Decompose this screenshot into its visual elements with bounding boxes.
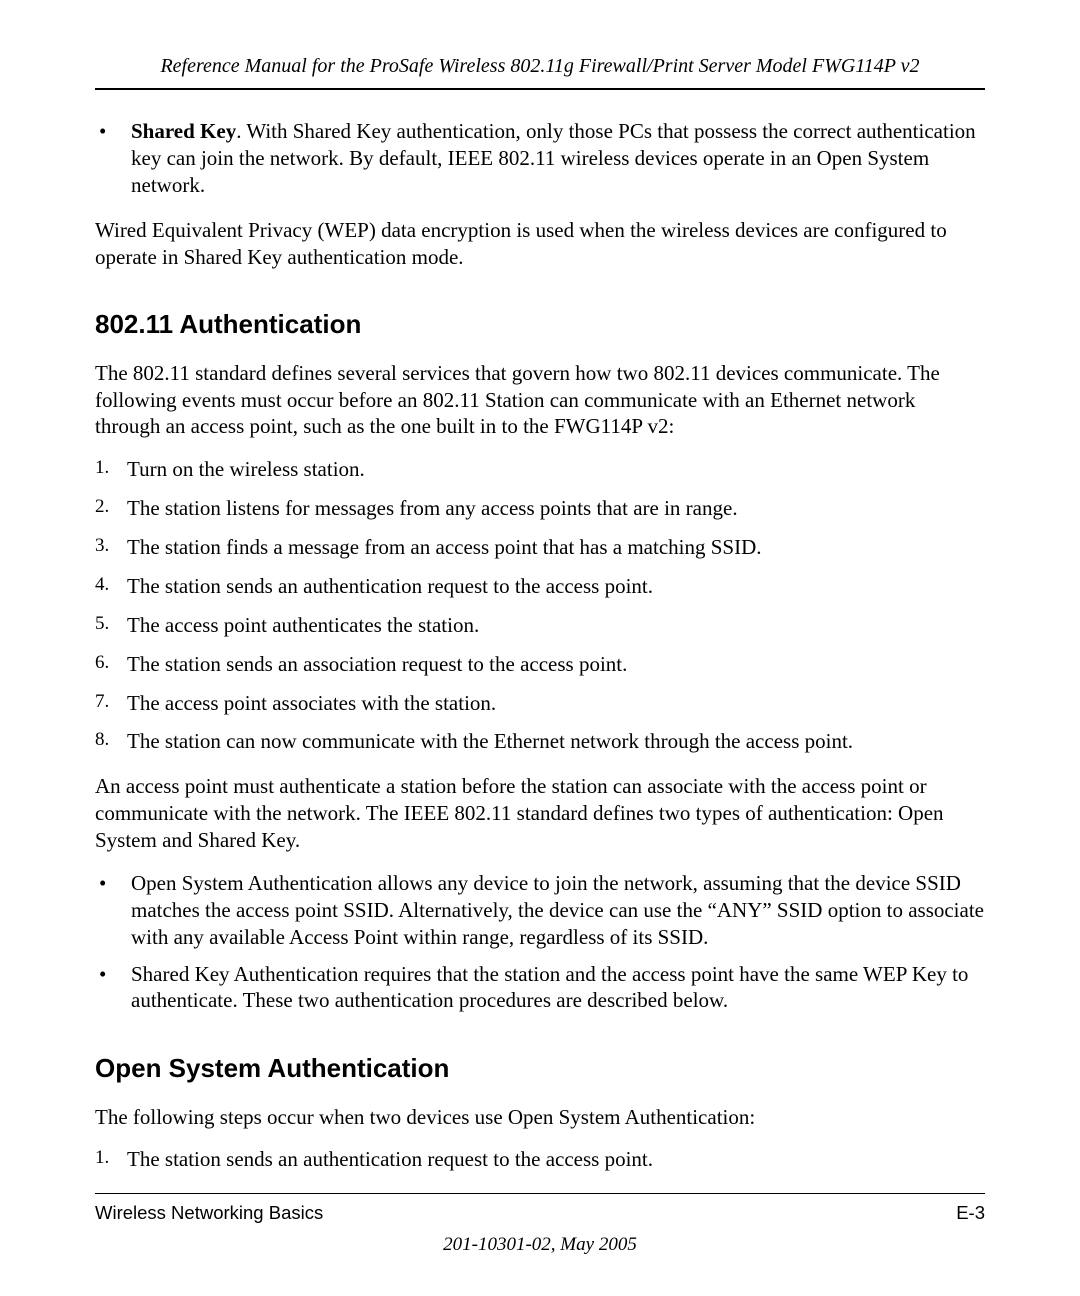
list-item: 3.The station finds a message from an ac…: [95, 534, 985, 561]
footer-left: Wireless Networking Basics: [95, 1202, 323, 1224]
running-head: Reference Manual for the ProSafe Wireles…: [95, 55, 985, 78]
bullet-text: Shared Key Authentication requires that …: [131, 961, 985, 1015]
header-rule: [95, 88, 985, 90]
step-text: The station sends an authentication requ…: [127, 573, 985, 600]
list-item: 4.The station sends an authentication re…: [95, 573, 985, 600]
list-item: 6.The station sends an association reque…: [95, 651, 985, 678]
list-number: 1.: [95, 1146, 127, 1173]
list-number: 4.: [95, 573, 127, 600]
list-item: 8.The station can now communicate with t…: [95, 728, 985, 755]
list-number: 3.: [95, 534, 127, 561]
section-heading-open: Open System Authentication: [95, 1052, 985, 1085]
list-number: 1.: [95, 456, 127, 483]
list-item: 2.The station listens for messages from …: [95, 495, 985, 522]
bullet-icon: •: [95, 870, 131, 951]
body: • Shared Key. With Shared Key authentica…: [95, 118, 985, 1173]
auth-steps-list: 1.Turn on the wireless station. 2.The st…: [95, 456, 985, 755]
sec2-intro: The following steps occur when two devic…: [95, 1104, 985, 1131]
list-item: 1.The station sends an authentication re…: [95, 1146, 985, 1173]
list-number: 6.: [95, 651, 127, 678]
step-text: The station finds a message from an acce…: [127, 534, 985, 561]
step-text: The station can now communicate with the…: [127, 728, 985, 755]
open-steps-list: 1.The station sends an authentication re…: [95, 1146, 985, 1173]
bullet-icon: •: [95, 961, 131, 1015]
bullet-text: Shared Key. With Shared Key authenticati…: [131, 118, 985, 199]
list-item: • Shared Key Authentication requires tha…: [95, 961, 985, 1015]
sec1-intro: The 802.11 standard defines several serv…: [95, 360, 985, 441]
step-text: The station sends an authentication requ…: [127, 1146, 985, 1173]
list-number: 8.: [95, 728, 127, 755]
list-item: 1.Turn on the wireless station.: [95, 456, 985, 483]
list-number: 5.: [95, 612, 127, 639]
bullet-text: Open System Authentication allows any de…: [131, 870, 985, 951]
footer-rule: [95, 1193, 985, 1194]
page: Reference Manual for the ProSafe Wireles…: [0, 0, 1080, 1296]
top-bullet-list: • Shared Key. With Shared Key authentica…: [95, 118, 985, 199]
step-text: The station sends an association request…: [127, 651, 985, 678]
auth-types-bullets: • Open System Authentication allows any …: [95, 870, 985, 1014]
bullet-rest: . With Shared Key authentication, only t…: [131, 119, 976, 197]
footer-right: E-3: [956, 1202, 985, 1224]
step-text: The station listens for messages from an…: [127, 495, 985, 522]
footer-docid: 201-10301-02, May 2005: [95, 1234, 985, 1256]
step-text: The access point associates with the sta…: [127, 690, 985, 717]
sec1-after: An access point must authenticate a stat…: [95, 773, 985, 854]
page-footer: Wireless Networking Basics E-3 201-10301…: [95, 1193, 985, 1256]
list-item: • Open System Authentication allows any …: [95, 870, 985, 951]
list-item: 5.The access point authenticates the sta…: [95, 612, 985, 639]
list-number: 7.: [95, 690, 127, 717]
bullet-icon: •: [95, 118, 131, 199]
footer-line: Wireless Networking Basics E-3: [95, 1202, 985, 1224]
bullet-lead: Shared Key: [131, 119, 236, 143]
step-text: Turn on the wireless station.: [127, 456, 985, 483]
list-item: • Shared Key. With Shared Key authentica…: [95, 118, 985, 199]
list-number: 2.: [95, 495, 127, 522]
step-text: The access point authenticates the stati…: [127, 612, 985, 639]
wep-paragraph: Wired Equivalent Privacy (WEP) data encr…: [95, 217, 985, 271]
section-heading-auth: 802.11 Authentication: [95, 308, 985, 341]
list-item: 7.The access point associates with the s…: [95, 690, 985, 717]
